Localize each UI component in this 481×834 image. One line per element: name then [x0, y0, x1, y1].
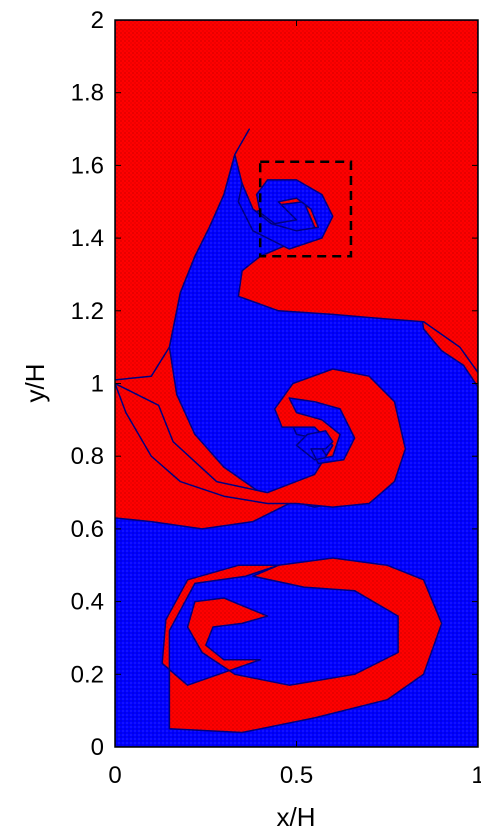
x-tick-label: 0.5 [280, 762, 313, 789]
x-axis-label: x/H [277, 802, 316, 832]
y-tick-label: 0.4 [71, 589, 104, 616]
y-tick-label: 1 [91, 371, 104, 398]
y-tick-label: 1.8 [71, 80, 104, 107]
spiral-core-0 [237, 179, 334, 250]
y-tick-label: 0.2 [71, 661, 104, 688]
y-tick-label: 1.6 [71, 152, 104, 179]
y-tick-label: 2 [91, 7, 104, 34]
fluid-region-1 [115, 368, 407, 508]
annotation-box [258, 160, 353, 258]
x-tick-label: 0 [108, 762, 121, 789]
annotation-box-group [258, 160, 353, 258]
fluid-regions [115, 20, 478, 747]
x-tick-label: 1 [471, 762, 481, 789]
y-tick-label: 0 [91, 734, 104, 761]
spiral-core-1 [288, 397, 356, 465]
y-tick-label: 0.8 [71, 443, 104, 470]
y-tick-label: 1.2 [71, 298, 104, 325]
y-axis-label: y/H [20, 364, 50, 403]
fluid-region-2 [161, 557, 443, 734]
y-tick-label: 1.4 [71, 225, 104, 252]
axis-ticks: 0 0.5 1 0 0.2 0.4 0.6 0.8 1 1.2 1.4 1.6 1.8 2 [71, 7, 481, 789]
y-tick-label: 0.6 [71, 516, 104, 543]
